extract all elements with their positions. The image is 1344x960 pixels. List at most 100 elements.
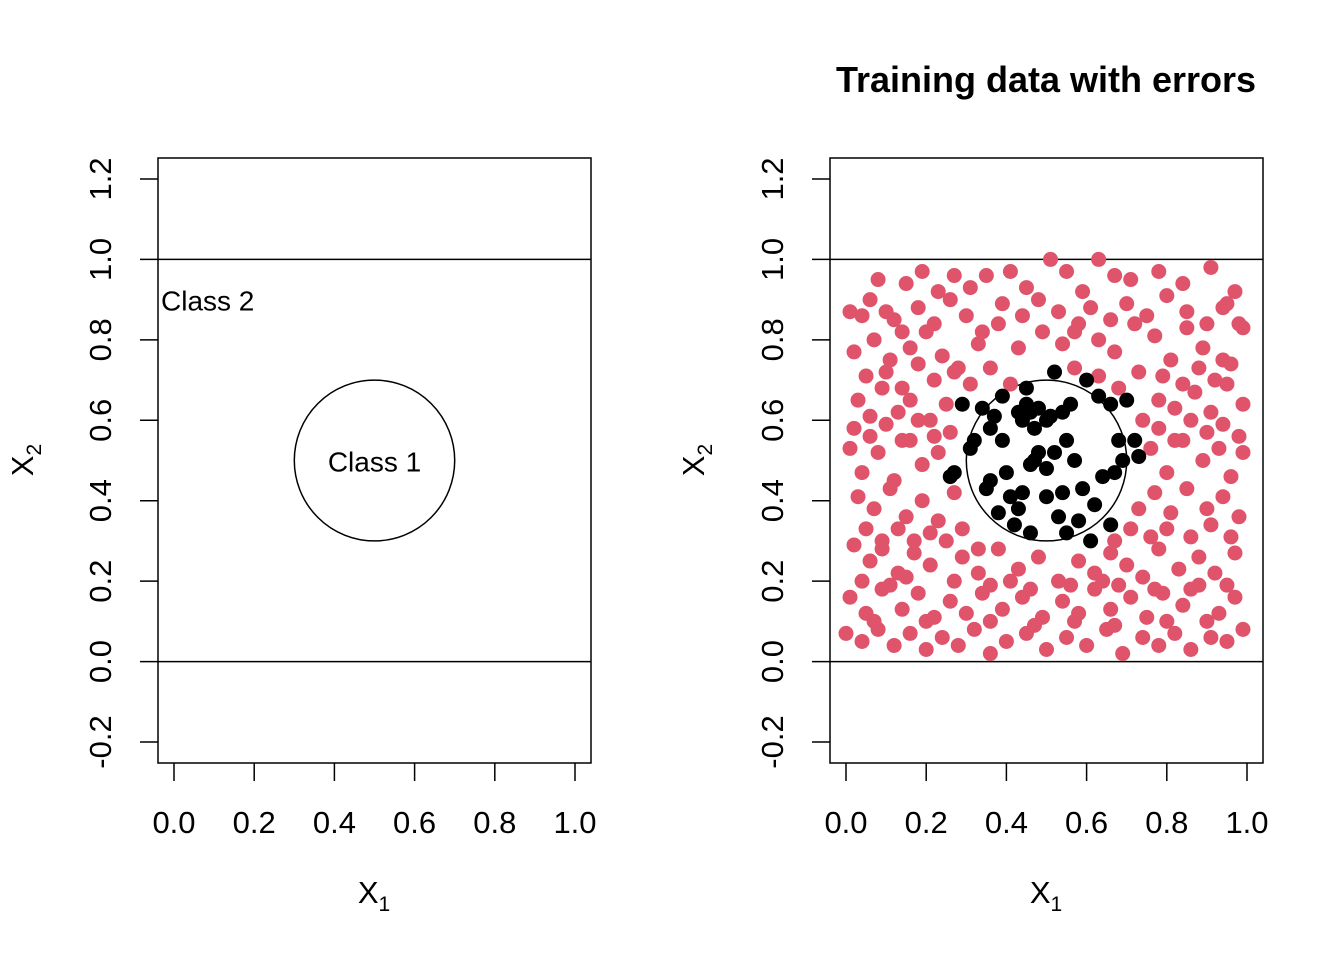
data-point <box>1195 453 1211 468</box>
data-point <box>1067 324 1083 340</box>
data-point <box>854 633 870 649</box>
data-point <box>1107 268 1123 284</box>
data-point <box>1175 376 1191 392</box>
data-point <box>934 348 950 364</box>
data-point <box>866 613 882 629</box>
data-point <box>1235 444 1251 460</box>
data-point <box>1103 396 1119 412</box>
annotation-label: Class 1 <box>328 447 421 478</box>
data-point <box>1002 573 1018 589</box>
data-point <box>1107 344 1123 360</box>
data-point <box>894 324 910 340</box>
data-point <box>1123 521 1139 537</box>
data-point <box>1002 376 1018 392</box>
data-point <box>1231 428 1247 444</box>
data-point <box>954 396 970 412</box>
data-point <box>1043 251 1059 267</box>
data-point <box>1215 300 1231 316</box>
data-point <box>1111 432 1127 448</box>
data-point <box>1183 412 1199 428</box>
data-point <box>866 332 882 348</box>
data-point <box>1235 621 1251 637</box>
data-point <box>966 432 982 448</box>
data-point <box>922 525 938 541</box>
data-point <box>1091 251 1107 267</box>
y-tick-label: 0.0 <box>755 640 790 683</box>
data-point <box>1167 625 1183 641</box>
data-point <box>958 308 974 324</box>
right-plot-frame <box>829 157 1264 764</box>
class-boundary-circle <box>965 379 1128 542</box>
data-point <box>1219 577 1235 593</box>
left-ylabel: X2 <box>5 444 46 476</box>
data-point <box>890 521 906 537</box>
data-point <box>994 296 1010 312</box>
data-point <box>858 368 874 384</box>
data-point <box>902 392 918 408</box>
data-point <box>1207 565 1223 581</box>
data-point <box>914 493 930 509</box>
y-tick-label: 0.2 <box>755 560 790 603</box>
data-point <box>838 625 854 641</box>
data-point <box>1018 396 1034 412</box>
data-point <box>910 300 926 316</box>
data-point <box>1030 292 1046 308</box>
data-point <box>1231 509 1247 525</box>
annotation-label: Class 2 <box>161 286 254 317</box>
data-point <box>1107 533 1123 549</box>
left-panel: 0.0 0.2 0.4 0.6 0.8 1.0 -0.2 0.0 0.2 0.4 0.6 0.8 1.… <box>5 157 597 916</box>
data-point <box>1039 489 1054 505</box>
data-point <box>994 432 1010 448</box>
data-point <box>1191 360 1207 376</box>
data-point <box>990 505 1006 521</box>
data-point <box>842 304 858 320</box>
x-tick-label: 0.8 <box>473 805 516 840</box>
data-point <box>1083 300 1099 316</box>
data-point <box>1219 633 1235 649</box>
data-point <box>862 553 878 569</box>
data-point <box>1079 372 1095 388</box>
data-point <box>1159 521 1175 537</box>
data-point <box>982 420 998 436</box>
data-point <box>1199 613 1215 629</box>
data-point <box>1199 424 1215 440</box>
data-point <box>970 336 986 352</box>
data-point <box>1010 561 1026 577</box>
x-tick-label: 0.6 <box>1065 805 1108 840</box>
data-point <box>946 485 962 501</box>
data-point <box>938 533 954 549</box>
data-point <box>1055 485 1071 501</box>
data-point <box>930 513 946 529</box>
data-point <box>854 465 870 481</box>
data-point <box>1010 501 1026 517</box>
data-point <box>974 400 990 416</box>
data-point <box>1151 392 1167 408</box>
data-point <box>1047 364 1063 380</box>
left-plot-frame <box>157 157 592 764</box>
data-point <box>1127 316 1143 332</box>
data-point <box>1215 416 1231 432</box>
y-tick-label: 0.6 <box>755 399 790 442</box>
data-point <box>998 465 1014 481</box>
data-point <box>990 541 1006 557</box>
data-point <box>862 292 878 308</box>
data-point <box>926 316 942 332</box>
x-tick-label: 0.0 <box>152 805 195 840</box>
data-point <box>930 284 946 300</box>
data-point <box>1095 573 1111 589</box>
data-point <box>1155 368 1171 384</box>
data-point <box>1115 646 1131 662</box>
data-point <box>1175 597 1191 613</box>
data-point <box>846 420 862 436</box>
data-point <box>1111 577 1127 593</box>
data-point <box>1131 501 1147 517</box>
data-point <box>878 364 894 380</box>
data-point <box>1203 629 1219 645</box>
data-point <box>1030 400 1046 416</box>
data-point <box>1111 380 1127 396</box>
data-point <box>1026 420 1042 436</box>
data-point <box>982 360 998 376</box>
data-point <box>1211 605 1227 621</box>
x-tick-label: 0.2 <box>233 805 276 840</box>
data-point <box>1203 517 1219 533</box>
